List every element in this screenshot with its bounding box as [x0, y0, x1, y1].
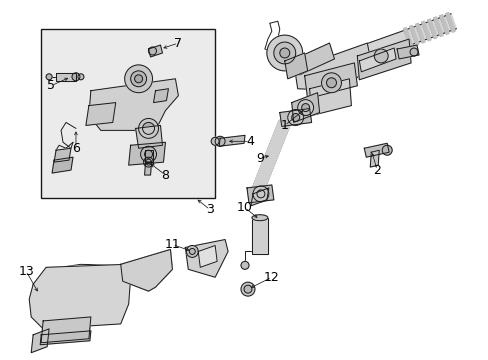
Polygon shape — [279, 109, 311, 126]
Circle shape — [382, 145, 391, 155]
Circle shape — [252, 186, 268, 202]
Circle shape — [143, 157, 153, 167]
Circle shape — [291, 113, 299, 121]
Circle shape — [256, 190, 264, 198]
Circle shape — [279, 48, 289, 58]
Text: 4: 4 — [245, 135, 253, 148]
Polygon shape — [369, 150, 379, 167]
Polygon shape — [445, 13, 454, 32]
Circle shape — [409, 48, 417, 56]
Polygon shape — [421, 21, 430, 41]
Polygon shape — [291, 93, 319, 122]
Polygon shape — [198, 246, 217, 267]
Polygon shape — [40, 331, 91, 345]
Circle shape — [215, 136, 224, 146]
Polygon shape — [396, 45, 418, 59]
Text: 13: 13 — [19, 265, 34, 278]
Polygon shape — [284, 53, 307, 79]
Polygon shape — [121, 249, 172, 291]
Polygon shape — [144, 150, 152, 162]
Circle shape — [46, 74, 52, 80]
Circle shape — [145, 159, 151, 165]
Polygon shape — [408, 26, 418, 45]
Circle shape — [72, 73, 80, 81]
Text: 3: 3 — [206, 203, 214, 216]
Circle shape — [326, 78, 336, 88]
Polygon shape — [128, 142, 165, 165]
Polygon shape — [433, 17, 442, 36]
Text: 12: 12 — [264, 271, 279, 284]
Text: 5: 5 — [47, 79, 55, 92]
Polygon shape — [304, 63, 357, 99]
Polygon shape — [246, 185, 273, 203]
Text: 6: 6 — [72, 142, 80, 155]
Text: 8: 8 — [161, 168, 169, 181]
Polygon shape — [364, 143, 388, 157]
Circle shape — [141, 146, 156, 162]
Polygon shape — [41, 317, 91, 343]
Polygon shape — [252, 120, 290, 192]
Polygon shape — [135, 125, 162, 148]
Circle shape — [266, 35, 302, 71]
Circle shape — [287, 109, 303, 125]
Circle shape — [321, 73, 341, 93]
Polygon shape — [357, 39, 410, 80]
Polygon shape — [54, 148, 71, 162]
Polygon shape — [144, 162, 151, 175]
Text: 9: 9 — [255, 152, 264, 165]
Polygon shape — [89, 79, 178, 130]
Circle shape — [134, 75, 142, 83]
Circle shape — [144, 150, 152, 158]
Polygon shape — [250, 188, 268, 206]
Circle shape — [138, 118, 158, 138]
Circle shape — [241, 282, 254, 296]
Circle shape — [142, 122, 154, 134]
Text: 2: 2 — [372, 163, 381, 176]
Polygon shape — [52, 157, 73, 173]
Polygon shape — [359, 48, 395, 72]
Bar — [41, 29, 215, 198]
Polygon shape — [153, 89, 168, 103]
Circle shape — [241, 261, 248, 269]
Polygon shape — [29, 264, 130, 329]
Circle shape — [244, 285, 251, 293]
Circle shape — [78, 74, 84, 80]
Polygon shape — [316, 14, 455, 76]
Polygon shape — [185, 239, 227, 277]
Polygon shape — [294, 43, 370, 91]
Text: 7: 7 — [174, 37, 182, 50]
Circle shape — [211, 137, 219, 145]
Polygon shape — [403, 28, 412, 47]
Polygon shape — [294, 43, 334, 75]
Text: 1: 1 — [280, 119, 288, 132]
Circle shape — [373, 49, 387, 63]
Polygon shape — [427, 19, 436, 39]
Polygon shape — [219, 135, 244, 146]
Polygon shape — [439, 15, 448, 35]
Circle shape — [148, 47, 156, 55]
Circle shape — [124, 65, 152, 93]
Polygon shape — [56, 73, 76, 81]
Circle shape — [297, 100, 313, 116]
Circle shape — [301, 104, 309, 112]
Polygon shape — [415, 23, 424, 43]
Polygon shape — [309, 79, 351, 116]
Circle shape — [186, 246, 198, 257]
Circle shape — [273, 42, 295, 64]
Ellipse shape — [251, 215, 267, 221]
Polygon shape — [31, 329, 49, 353]
Polygon shape — [148, 45, 162, 57]
Circle shape — [130, 71, 146, 87]
Polygon shape — [86, 103, 116, 125]
Text: 11: 11 — [164, 238, 180, 251]
Circle shape — [189, 248, 195, 255]
Polygon shape — [251, 218, 267, 255]
Text: 10: 10 — [237, 201, 252, 214]
